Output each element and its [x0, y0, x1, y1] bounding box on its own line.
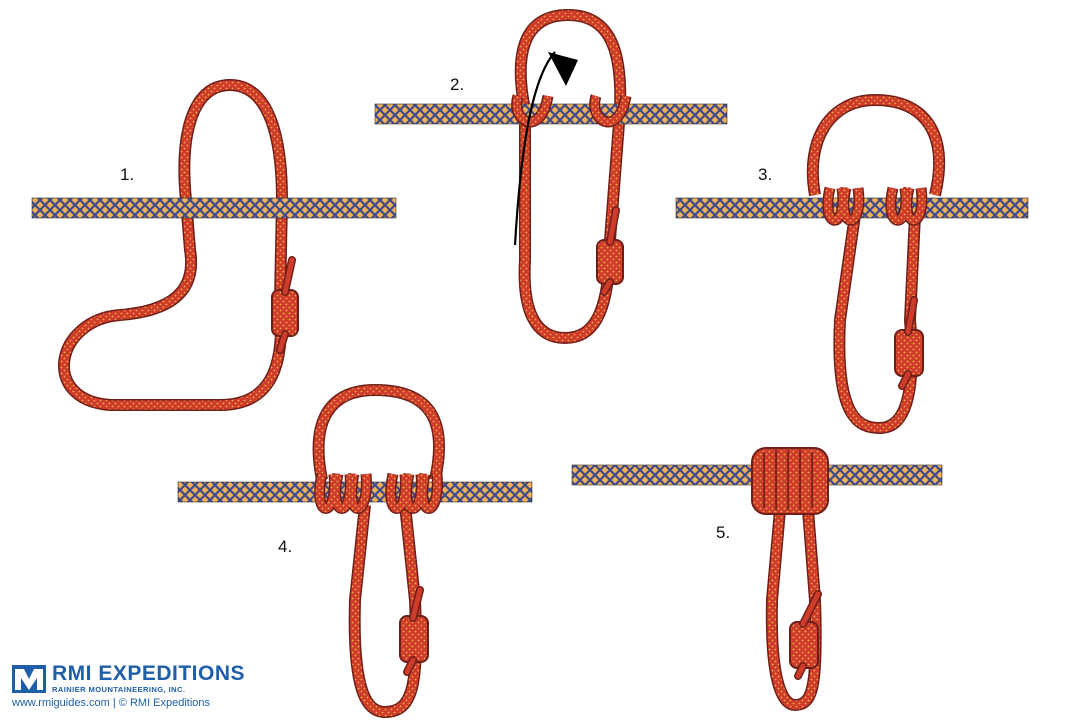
step-4-cord-knot — [399, 586, 429, 676]
step-5-illustration — [571, 447, 943, 712]
step-1-number: 1. — [120, 165, 134, 184]
brand-copyright: © RMI Expeditions — [118, 697, 211, 709]
brand-name: RMI EXPEDITIONS — [52, 662, 246, 685]
step-3-cord-outline — [806, 93, 945, 435]
brand-block: RMI EXPEDITIONS RAINIER MOUNTAINEERING, … — [12, 662, 272, 709]
step-4-wraps — [314, 472, 443, 514]
step-2-number: 2. — [450, 75, 464, 94]
brand-footer: www.rmiguides.com | © RMI Expeditions — [12, 697, 272, 709]
step-5-number: 5. — [716, 523, 730, 542]
step-1-cord — [59, 80, 287, 410]
step-4-number: 4. — [278, 537, 292, 556]
step-4-illustration — [177, 383, 533, 719]
step-5-prusik-knot — [751, 447, 829, 515]
step-3-number: 3. — [758, 165, 772, 184]
brand-separator: | — [109, 697, 119, 709]
step-3-illustration — [675, 93, 1029, 435]
step-1-cord-knot — [271, 256, 299, 354]
step-3-cord — [808, 95, 944, 433]
brand-tagline: RAINIER MOUNTAINEERING, INC. — [52, 685, 186, 694]
step-2-cord-knot — [596, 206, 624, 296]
step-1-illustration — [31, 79, 397, 411]
step-1-main-line — [31, 197, 397, 219]
step-1-cord-outline — [57, 79, 288, 411]
rmi-logo-icon — [12, 665, 46, 693]
step-3-wraps — [822, 186, 928, 226]
step-5-cord-knot — [789, 590, 822, 680]
brand-url-link[interactable]: www.rmiguides.com — [12, 697, 110, 709]
step-2-main-line — [374, 103, 728, 125]
step-3-cord-knot — [894, 296, 924, 390]
step-4-cord-outline — [312, 383, 445, 719]
step-2-illustration — [374, 8, 728, 345]
curved-arrow-icon — [513, 51, 578, 246]
